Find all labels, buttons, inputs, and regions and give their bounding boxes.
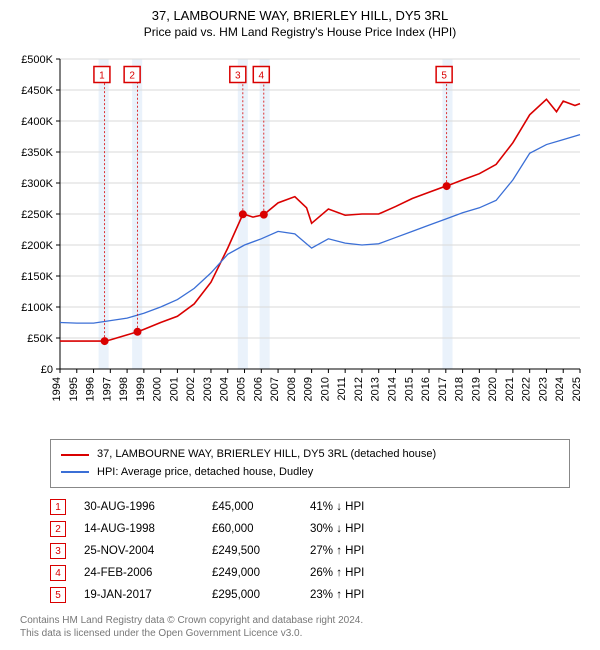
transaction-marker: 2 <box>50 521 66 537</box>
transaction-diff: 27% ↑ HPI <box>310 545 410 557</box>
legend-swatch <box>61 454 89 456</box>
transaction-row: 2 14-AUG-1998 £60,000 30% ↓ HPI <box>50 518 570 540</box>
svg-text:2021: 2021 <box>504 377 516 401</box>
svg-text:£200K: £200K <box>21 240 53 252</box>
transactions-table: 1 30-AUG-1996 £45,000 41% ↓ HPI 2 14-AUG-1998… <box>50 496 570 606</box>
legend-label: 37, LAMBOURNE WAY, BRIERLEY HILL, DY5 3R… <box>97 446 436 464</box>
transaction-marker: 4 <box>50 565 66 581</box>
svg-text:2024: 2024 <box>554 377 566 401</box>
svg-text:1: 1 <box>99 71 105 82</box>
transaction-marker: 3 <box>50 543 66 559</box>
transaction-diff: 23% ↑ HPI <box>310 589 410 601</box>
svg-text:2001: 2001 <box>168 377 180 401</box>
svg-text:4: 4 <box>259 71 265 82</box>
svg-text:2: 2 <box>129 71 135 82</box>
transaction-row: 4 24-FEB-2006 £249,000 26% ↑ HPI <box>50 562 570 584</box>
svg-text:2020: 2020 <box>487 377 499 401</box>
svg-text:2006: 2006 <box>252 377 264 401</box>
legend-item: HPI: Average price, detached house, Dudl… <box>61 464 559 482</box>
page-title: 37, LAMBOURNE WAY, BRIERLEY HILL, DY5 3R… <box>10 8 590 23</box>
svg-text:2000: 2000 <box>152 377 164 401</box>
footnote-line: Contains HM Land Registry data © Crown c… <box>20 614 580 627</box>
svg-text:1998: 1998 <box>118 377 130 401</box>
footnote-line: This data is licensed under the Open Gov… <box>20 627 580 640</box>
svg-text:1994: 1994 <box>51 377 63 401</box>
chart-svg: £0 £50K £100K £150K £200K £250K £300K £350K £400… <box>10 49 590 429</box>
svg-text:5: 5 <box>441 71 447 82</box>
svg-text:2003: 2003 <box>202 377 214 401</box>
svg-text:£300K: £300K <box>21 178 53 190</box>
footnote: Contains HM Land Registry data © Crown c… <box>20 614 580 640</box>
svg-text:2011: 2011 <box>336 377 348 401</box>
svg-text:2022: 2022 <box>521 377 533 401</box>
svg-text:2013: 2013 <box>370 377 382 401</box>
svg-text:2002: 2002 <box>185 377 197 401</box>
transaction-date: 19-JAN-2017 <box>84 589 194 601</box>
svg-text:2004: 2004 <box>219 377 231 401</box>
transaction-price: £45,000 <box>212 501 292 513</box>
svg-text:2009: 2009 <box>303 377 315 401</box>
svg-text:£50K: £50K <box>27 333 53 345</box>
svg-text:2019: 2019 <box>470 377 482 401</box>
legend-item: 37, LAMBOURNE WAY, BRIERLEY HILL, DY5 3R… <box>61 446 559 464</box>
svg-text:£400K: £400K <box>21 116 53 128</box>
svg-text:2018: 2018 <box>454 377 466 401</box>
svg-text:£150K: £150K <box>21 271 53 283</box>
svg-text:2016: 2016 <box>420 377 432 401</box>
transaction-date: 25-NOV-2004 <box>84 545 194 557</box>
page-subtitle: Price paid vs. HM Land Registry's House … <box>10 25 590 39</box>
legend: 37, LAMBOURNE WAY, BRIERLEY HILL, DY5 3R… <box>50 439 570 488</box>
svg-text:3: 3 <box>235 71 241 82</box>
svg-text:£0: £0 <box>41 364 53 376</box>
svg-text:2012: 2012 <box>353 377 365 401</box>
svg-text:£250K: £250K <box>21 209 53 221</box>
svg-text:1996: 1996 <box>85 377 97 401</box>
svg-text:2015: 2015 <box>403 377 415 401</box>
transaction-date: 24-FEB-2006 <box>84 567 194 579</box>
svg-text:1997: 1997 <box>101 377 113 401</box>
price-chart: £0 £50K £100K £150K £200K £250K £300K £350K £400… <box>10 49 590 429</box>
transaction-price: £249,000 <box>212 567 292 579</box>
svg-text:£450K: £450K <box>21 85 53 97</box>
transaction-diff: 30% ↓ HPI <box>310 523 410 535</box>
transaction-price: £60,000 <box>212 523 292 535</box>
svg-text:2005: 2005 <box>236 377 248 401</box>
transaction-date: 30-AUG-1996 <box>84 501 194 513</box>
svg-text:£350K: £350K <box>21 147 53 159</box>
transaction-date: 14-AUG-1998 <box>84 523 194 535</box>
transaction-row: 3 25-NOV-2004 £249,500 27% ↑ HPI <box>50 540 570 562</box>
transaction-marker: 1 <box>50 499 66 515</box>
transaction-diff: 41% ↓ HPI <box>310 501 410 513</box>
svg-text:2017: 2017 <box>437 377 449 401</box>
svg-text:2008: 2008 <box>286 377 298 401</box>
transaction-row: 5 19-JAN-2017 £295,000 23% ↑ HPI <box>50 584 570 606</box>
transaction-price: £249,500 <box>212 545 292 557</box>
transaction-price: £295,000 <box>212 589 292 601</box>
legend-label: HPI: Average price, detached house, Dudl… <box>97 464 313 482</box>
svg-text:2025: 2025 <box>571 377 583 401</box>
legend-swatch <box>61 471 89 473</box>
svg-text:1995: 1995 <box>68 377 80 401</box>
transaction-diff: 26% ↑ HPI <box>310 567 410 579</box>
svg-text:1999: 1999 <box>135 377 147 401</box>
svg-text:£100K: £100K <box>21 302 53 314</box>
transaction-row: 1 30-AUG-1996 £45,000 41% ↓ HPI <box>50 496 570 518</box>
svg-text:2023: 2023 <box>537 377 549 401</box>
transaction-marker: 5 <box>50 587 66 603</box>
svg-text:2007: 2007 <box>269 377 281 401</box>
svg-text:2014: 2014 <box>386 377 398 401</box>
svg-text:£500K: £500K <box>21 54 53 66</box>
svg-text:2010: 2010 <box>319 377 331 401</box>
